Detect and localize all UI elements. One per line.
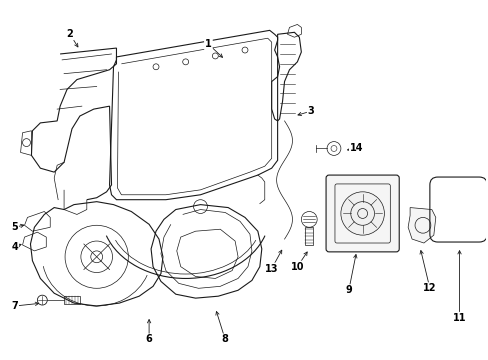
Text: 6: 6: [145, 334, 152, 345]
Text: 10: 10: [290, 262, 304, 272]
Text: 14: 14: [349, 144, 363, 153]
Text: 1: 1: [204, 39, 211, 49]
Circle shape: [301, 212, 317, 227]
Text: 13: 13: [264, 264, 278, 274]
Text: 5: 5: [11, 222, 18, 232]
Polygon shape: [407, 208, 435, 243]
Text: 3: 3: [307, 106, 314, 116]
Text: 8: 8: [222, 334, 228, 345]
Circle shape: [37, 295, 47, 305]
FancyBboxPatch shape: [325, 175, 398, 252]
Text: 11: 11: [452, 313, 466, 323]
Text: 7: 7: [11, 301, 18, 311]
Circle shape: [340, 192, 384, 235]
Circle shape: [326, 141, 340, 156]
Text: 12: 12: [422, 283, 436, 293]
Text: 2: 2: [66, 29, 73, 39]
Text: 9: 9: [345, 285, 351, 295]
Text: 4: 4: [11, 242, 18, 252]
